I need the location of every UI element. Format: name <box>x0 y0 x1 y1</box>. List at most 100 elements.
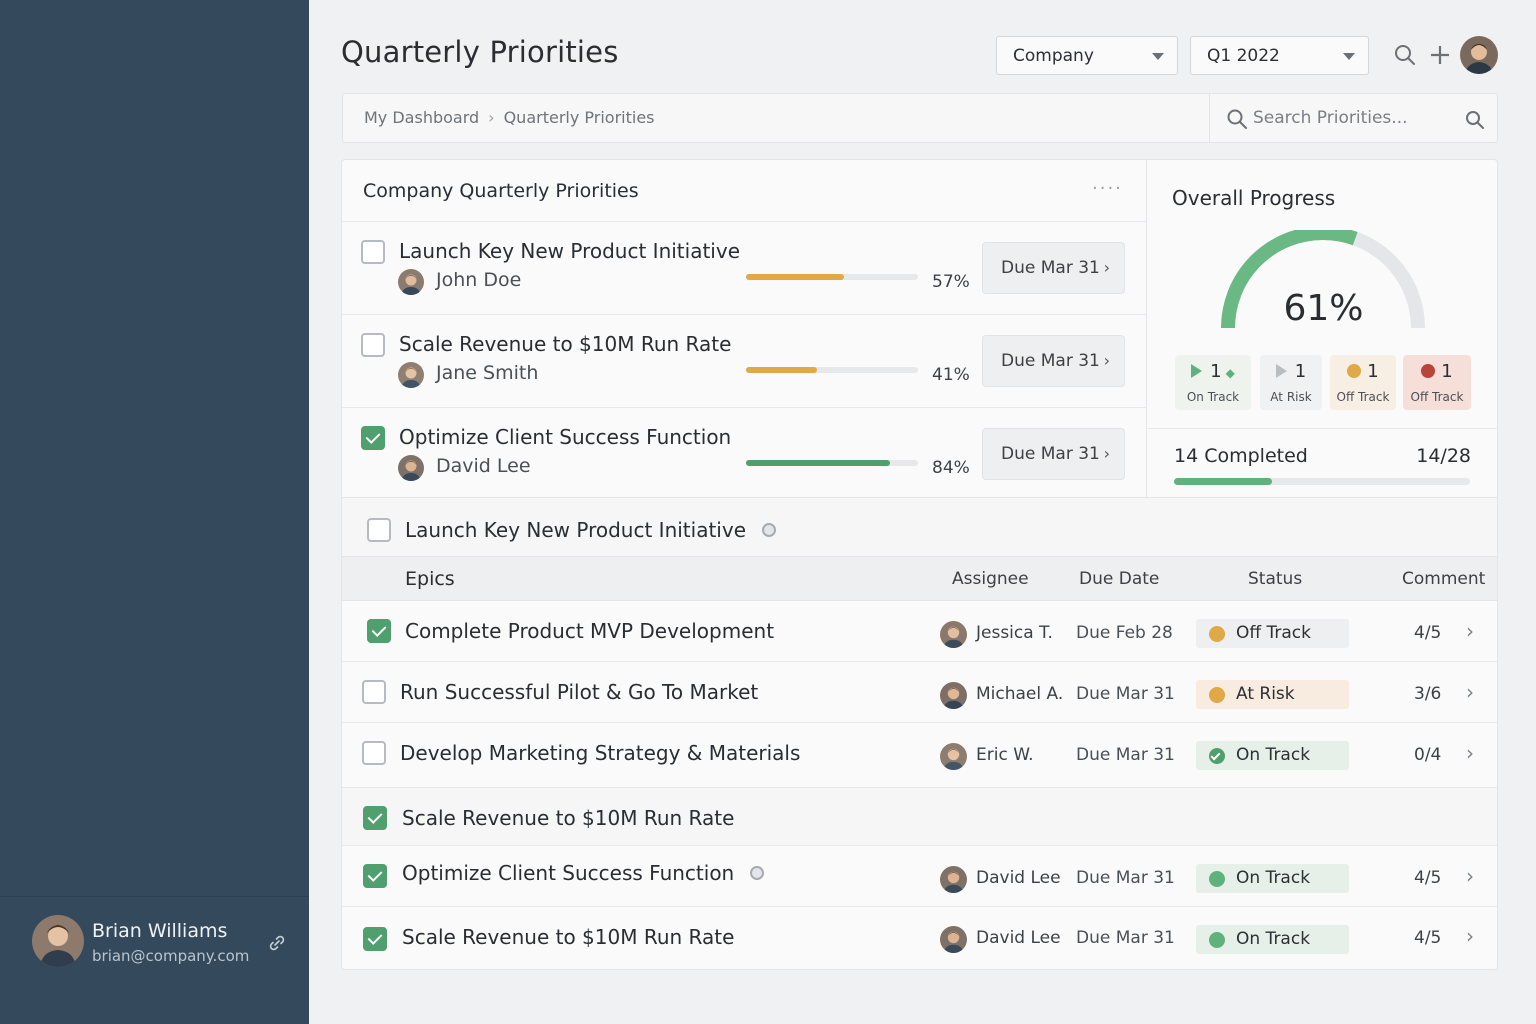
stat-at-risk[interactable]: 1 At Risk <box>1260 355 1322 410</box>
group-header[interactable]: Launch Key New Product Initiative <box>342 498 1497 556</box>
epic-title[interactable]: Optimize Client Success Function <box>402 861 735 885</box>
chevron-right-icon[interactable]: › <box>1466 619 1474 643</box>
epic-checkbox[interactable] <box>362 680 386 704</box>
priority-owner: Jane Smith <box>436 362 539 384</box>
table-row[interactable]: Scale Revenue to $10M Run Rate David Lee… <box>342 907 1497 969</box>
caret-down-icon <box>1152 53 1164 60</box>
chevron-right-icon[interactable]: › <box>1466 741 1474 765</box>
chevron-right-icon: › <box>1103 351 1110 370</box>
status-badge[interactable]: At Risk <box>1196 680 1349 709</box>
chevron-right-icon[interactable]: › <box>1466 864 1474 888</box>
priority-owner: David Lee <box>436 455 531 477</box>
col-epics[interactable]: Epics <box>405 568 455 590</box>
status-badge[interactable]: On Track <box>1196 741 1349 770</box>
epic-checkbox[interactable] <box>367 619 391 643</box>
epic-due-date: Due Mar 31 <box>1076 868 1175 888</box>
table-row[interactable]: Optimize Client Success Function David L… <box>342 846 1497 907</box>
table-row[interactable]: Develop Marketing Strategy & Materials E… <box>342 723 1497 788</box>
comment-count: 0/4 <box>1414 745 1442 765</box>
progress-percent: 41% <box>932 365 970 385</box>
chevron-right-icon: › <box>1103 444 1110 463</box>
epic-due-date: Due Feb 28 <box>1076 623 1173 643</box>
more-options-icon[interactable]: ···· <box>1092 178 1123 199</box>
page-title: Quarterly Priorities <box>341 35 619 69</box>
priority-checkbox[interactable] <box>361 426 385 450</box>
user-name: Brian Williams <box>92 920 228 942</box>
stat-count: 1 <box>1210 361 1222 382</box>
status-dot-icon <box>1209 932 1225 948</box>
epic-checkbox[interactable] <box>362 741 386 765</box>
assignee-avatar <box>940 621 967 648</box>
group-checkbox[interactable] <box>363 806 387 830</box>
table-row[interactable]: Complete Product MVP Development Jessica… <box>342 601 1497 662</box>
group-header[interactable]: Scale Revenue to $10M Run Rate <box>342 789 1497 846</box>
priority-title[interactable]: Scale Revenue to $10M Run Rate <box>399 332 732 356</box>
group-title[interactable]: Scale Revenue to $10M Run Rate <box>402 806 735 830</box>
user-profile[interactable]: Brian Williams brian@company.com <box>0 896 309 1024</box>
priority-row[interactable]: Launch Key New Product Initiative John D… <box>342 222 1147 315</box>
priority-row[interactable]: Optimize Client Success Function David L… <box>342 408 1147 501</box>
due-date-button[interactable]: Due Mar 31 › <box>982 335 1125 387</box>
priority-checkbox[interactable] <box>361 240 385 264</box>
status-badge[interactable]: On Track <box>1196 864 1349 893</box>
comment-count: 3/6 <box>1414 684 1442 704</box>
info-icon[interactable] <box>762 523 776 537</box>
link-icon[interactable] <box>268 934 286 952</box>
add-icon[interactable] <box>1428 43 1452 67</box>
info-icon[interactable] <box>750 866 765 880</box>
due-date-button[interactable]: Due Mar 31 › <box>982 242 1125 294</box>
overall-progress-card: Overall Progress 61% 1 ◆ On Track 1 At Ri… <box>1148 160 1497 497</box>
breadcrumb-item-dashboard[interactable]: My Dashboard <box>364 108 480 127</box>
diamond-icon: ◆ <box>1225 366 1235 380</box>
group-title[interactable]: Launch Key New Product Initiative <box>405 518 746 542</box>
priority-owner: John Doe <box>436 269 522 291</box>
chevron-right-icon[interactable]: › <box>1466 680 1474 704</box>
owner-avatar <box>398 362 424 388</box>
status-dot-icon <box>1209 626 1225 642</box>
sidebar: Brian Williams brian@company.com <box>0 0 309 1024</box>
chevron-right-icon[interactable]: › <box>1466 924 1474 948</box>
assignee-avatar <box>940 866 967 893</box>
epic-checkbox[interactable] <box>363 927 387 951</box>
status-badge[interactable]: Off Track <box>1196 619 1349 648</box>
header-avatar[interactable] <box>1460 36 1498 74</box>
priority-title[interactable]: Optimize Client Success Function <box>399 425 732 449</box>
priority-checkbox[interactable] <box>361 333 385 357</box>
quarter-select[interactable]: Q1 2022 <box>1190 36 1369 75</box>
epic-due-date: Due Mar 31 <box>1076 928 1175 948</box>
progress-bar-fill <box>746 460 891 466</box>
group-checkbox[interactable] <box>367 518 391 542</box>
epic-title[interactable]: Run Successful Pilot & Go To Market <box>400 680 759 704</box>
col-status[interactable]: Status <box>1248 569 1303 589</box>
search-submit-icon[interactable] <box>1465 110 1485 130</box>
epic-title[interactable]: Scale Revenue to $10M Run Rate <box>402 925 735 949</box>
epic-checkbox[interactable] <box>363 864 387 888</box>
search-input[interactable]: Search Priorities... <box>1209 94 1498 142</box>
user-avatar[interactable] <box>32 915 84 967</box>
priority-row[interactable]: Scale Revenue to $10M Run Rate Jane Smit… <box>342 315 1147 408</box>
stat-off-track-red[interactable]: 1 Off Track <box>1403 355 1471 410</box>
col-due-date[interactable]: Due Date <box>1079 569 1160 589</box>
on-track-arrow-icon <box>1191 364 1203 378</box>
assignee-name: David Lee <box>976 928 1061 948</box>
epic-title[interactable]: Develop Marketing Strategy & Materials <box>400 741 801 765</box>
stat-on-track[interactable]: 1 ◆ On Track <box>1175 355 1251 410</box>
progress-bar <box>746 274 918 280</box>
breadcrumb: My Dashboard › Quarterly Priorities <box>364 108 655 127</box>
due-date-button[interactable]: Due Mar 31 › <box>982 428 1125 480</box>
col-comment[interactable]: Comment <box>1402 569 1486 589</box>
priority-title[interactable]: Launch Key New Product Initiative <box>399 239 740 263</box>
epic-title[interactable]: Complete Product MVP Development <box>405 619 775 643</box>
table-row[interactable]: Run Successful Pilot & Go To Market Mich… <box>342 662 1497 723</box>
assignee-avatar <box>940 743 967 770</box>
col-assignee[interactable]: Assignee <box>952 569 1029 589</box>
stat-label: At Risk <box>1270 390 1312 404</box>
status-badge[interactable]: On Track <box>1196 925 1349 954</box>
stat-off-track[interactable]: 1 Off Track <box>1330 355 1396 410</box>
search-icon[interactable] <box>1393 43 1417 67</box>
scope-select[interactable]: Company <box>996 36 1178 75</box>
chevron-right-icon: › <box>1103 258 1110 277</box>
stat-label: On Track <box>1186 390 1240 404</box>
overall-progress-title: Overall Progress <box>1172 186 1336 210</box>
user-email: brian@company.com <box>92 947 250 965</box>
